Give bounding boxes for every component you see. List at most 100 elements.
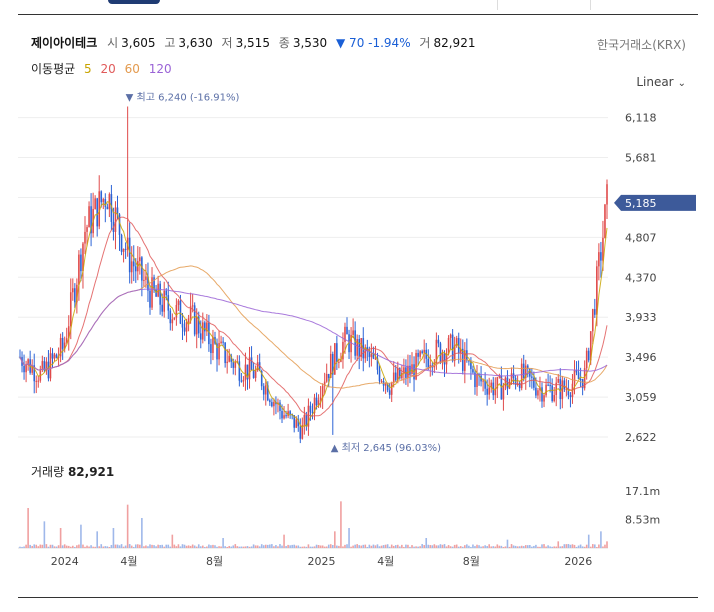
volume-bar	[591, 544, 594, 548]
volume-bar	[289, 545, 291, 548]
volume-bar	[344, 544, 346, 548]
volume-bar	[206, 546, 208, 548]
candle-body	[293, 415, 296, 428]
exchange-label: 한국거래소(KRX)	[597, 38, 686, 52]
volume-bar	[602, 546, 604, 548]
candle-body	[260, 371, 263, 387]
candle-body	[74, 288, 76, 303]
candle-body	[39, 369, 42, 381]
price-tick-label: 3,933	[625, 311, 657, 324]
volume-panel-value: 82,921	[67, 465, 115, 479]
volume-bar	[311, 546, 314, 548]
candle-body	[384, 383, 387, 386]
volume-bar	[238, 546, 241, 548]
volume-bar	[480, 546, 482, 548]
candle-body	[232, 361, 235, 368]
volume-bar	[185, 545, 188, 548]
candle-body	[579, 379, 582, 381]
volume-bar	[464, 545, 466, 548]
candle-body	[606, 184, 608, 205]
candle-body	[193, 305, 196, 335]
volume-bar	[581, 546, 584, 548]
candle-body	[281, 410, 283, 419]
candle-body	[321, 386, 324, 398]
candle-body	[520, 363, 523, 389]
volume-bar	[587, 534, 590, 548]
volume-bar	[510, 544, 513, 548]
volume-bar	[63, 544, 66, 548]
volume-bar	[508, 546, 511, 548]
candle-body	[439, 343, 442, 362]
candle-body	[59, 337, 62, 357]
volume-bar	[76, 545, 78, 548]
volume-bar	[220, 546, 222, 548]
volume-bar	[354, 544, 356, 548]
volume-bar	[445, 546, 448, 548]
candle-body	[459, 348, 462, 354]
volume-bar	[492, 546, 495, 548]
volume-bar	[226, 546, 228, 548]
candle-body	[577, 372, 580, 380]
volume-bar	[504, 546, 507, 548]
candle-body	[482, 380, 484, 382]
candle-body	[317, 400, 320, 406]
scale-mode-dropdown[interactable]: Linear ⌄	[636, 75, 686, 89]
volume-bar	[376, 544, 379, 548]
volume-bar	[571, 544, 574, 548]
candle-body	[210, 344, 212, 354]
candle-body	[453, 345, 456, 361]
candle-body	[139, 257, 141, 262]
volume-bar	[364, 544, 367, 548]
candle-body	[155, 289, 157, 297]
candle-body	[596, 266, 598, 315]
volume-bar	[234, 544, 237, 548]
volume-bar	[295, 545, 298, 548]
volume-bar	[269, 544, 271, 548]
volume-bar	[401, 544, 403, 548]
candle-body	[69, 292, 72, 327]
moving-average-legend[interactable]: 이동평균 5 20 60 120	[31, 60, 177, 77]
candle-body	[271, 402, 273, 407]
volume-bar	[407, 544, 409, 548]
candle-body	[33, 365, 36, 382]
candle-body	[35, 380, 38, 382]
time-tick-label: 4월	[377, 555, 394, 568]
candle-body	[98, 191, 101, 227]
volume-bar	[585, 544, 588, 548]
candle-body	[323, 381, 326, 387]
candle-body	[149, 290, 151, 308]
candle-body	[122, 248, 125, 252]
volume-bar	[277, 546, 279, 548]
candle-body	[53, 354, 56, 359]
volume-bar	[386, 544, 389, 548]
chart-bottom-border	[18, 597, 698, 598]
candle-body	[451, 334, 454, 361]
volume-bar	[394, 545, 397, 548]
volume-bar	[254, 545, 257, 548]
ma-60-label: 60	[124, 62, 140, 76]
candle-body	[415, 353, 417, 380]
volume-bar	[476, 544, 478, 548]
volume-bar	[279, 544, 281, 548]
volume-bar	[557, 541, 560, 548]
ma-120-label: 120	[148, 62, 172, 76]
candle-body	[545, 384, 547, 396]
volume-bar	[214, 545, 216, 548]
volume-bar	[266, 544, 269, 548]
candle-body	[141, 257, 143, 281]
volume-bar	[421, 544, 423, 548]
candle-body	[441, 353, 444, 362]
high-annotation: ▼ 최고 6,240 (-16.91%)	[126, 91, 240, 103]
volume-bar	[43, 521, 46, 548]
volume-bar	[551, 546, 553, 548]
volume-bar	[151, 544, 153, 548]
candle-body	[352, 330, 354, 335]
volume-bar	[561, 546, 564, 548]
volume-bar	[419, 546, 421, 548]
candle-body	[84, 231, 86, 244]
candle-body	[246, 364, 249, 380]
volume-bar	[285, 546, 287, 548]
time-tick-label: 2024	[51, 555, 79, 568]
candle-body	[427, 358, 430, 368]
